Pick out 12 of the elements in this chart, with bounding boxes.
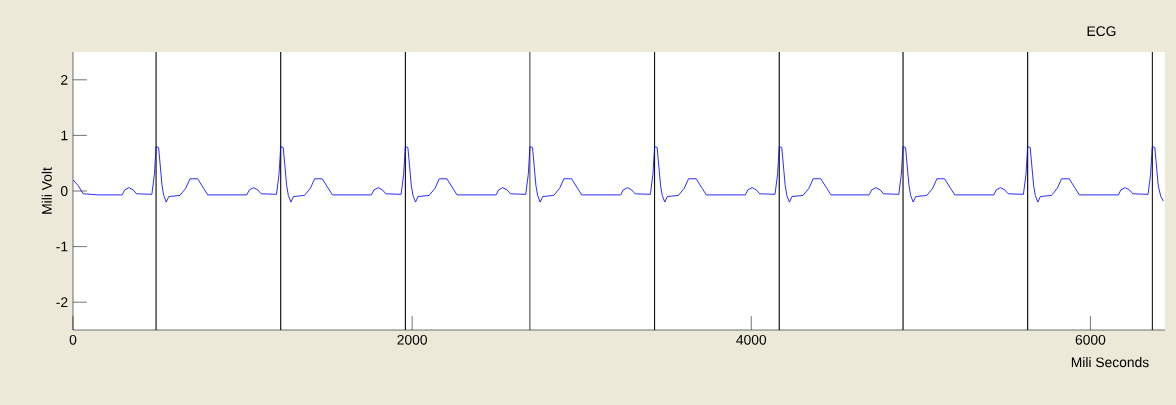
- x-tick-label: 0: [69, 334, 77, 345]
- y-tick-label: 0: [60, 186, 68, 196]
- y-tick-label: -2: [56, 297, 68, 308]
- x-tick-label: 2000: [397, 334, 427, 345]
- y-tick-label: -1: [56, 241, 68, 252]
- chart-title: ECG: [1087, 26, 1116, 37]
- y-axis-title: Mili Volt: [41, 167, 52, 214]
- y-tick-label: 1: [61, 130, 68, 141]
- y-tick-label: 2: [61, 74, 68, 85]
- x-axis-title: Mili Seconds: [1071, 357, 1149, 368]
- x-tick-label: 6000: [1075, 334, 1106, 345]
- x-tick-label: 4000: [736, 334, 767, 345]
